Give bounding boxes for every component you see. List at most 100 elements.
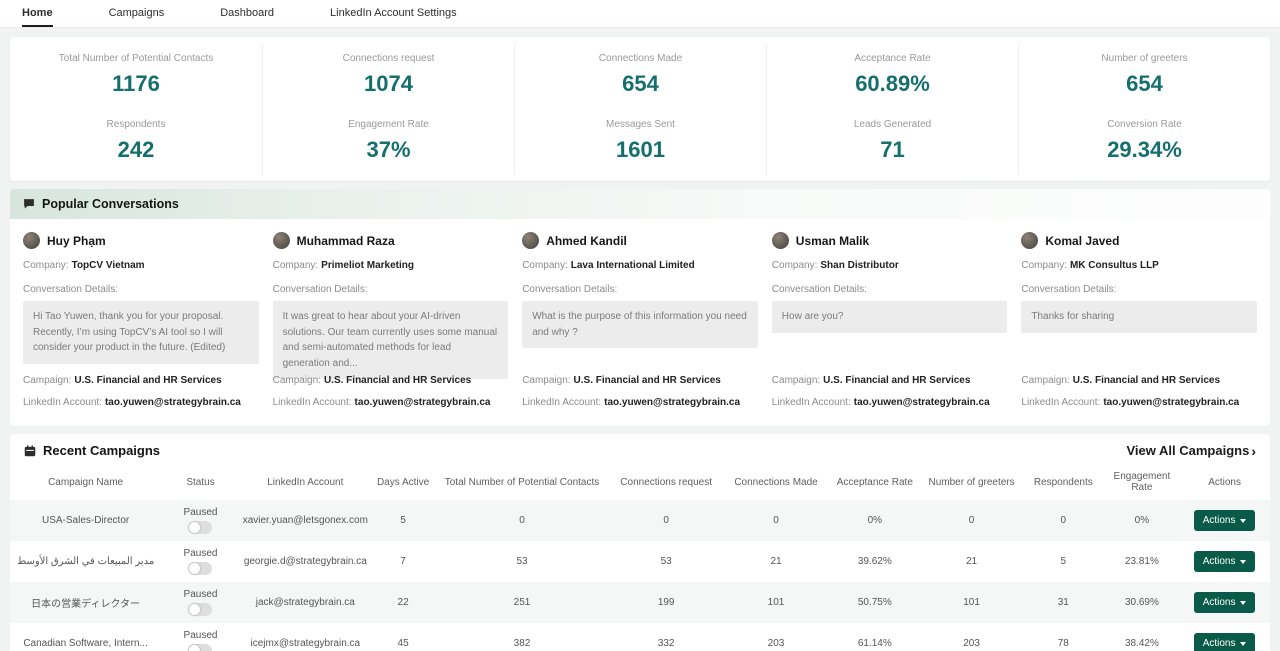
view-all-campaigns-link[interactable]: View All Campaigns › (1127, 443, 1257, 458)
status-toggle[interactable] (188, 562, 213, 575)
status-toggle[interactable] (188, 521, 213, 534)
col-total-potential-contacts: Total Number of Potential Contacts (444, 476, 600, 488)
account-value: tao.yuwen@strategybrain.ca (853, 397, 990, 408)
company-value: Primeliot Marketing (321, 260, 414, 271)
col-respondents: Respondents (1033, 476, 1093, 488)
status-label: Paused (183, 589, 218, 600)
popular-conversations-section: Popular Conversations Huy Phạm Company: T… (10, 189, 1270, 426)
stat-value: 1074 (364, 71, 413, 96)
avatar (272, 232, 290, 249)
days-active-cell: 45 (397, 638, 409, 649)
status-toggle[interactable] (188, 603, 213, 616)
account-label: LinkedIn Account: (1021, 397, 1101, 408)
company-value: MK Consultus LLP (1069, 260, 1159, 271)
conversation-card[interactable]: Huy Phạm Company: TopCV Vietnam Conversat… (23, 232, 259, 408)
nav-item-campaigns[interactable]: Campaigns (108, 6, 165, 19)
campaigns-table: Campaign Name Status LinkedIn Account Da… (10, 464, 1270, 651)
status-cell: Paused (161, 541, 240, 582)
stat-value: 654 (622, 71, 659, 96)
actions-cell: Actions (1179, 582, 1270, 623)
table-row: USA-Sales-Director Paused xavier.yuan@le… (10, 500, 1270, 541)
account-value: tao.yuwen@strategybrain.ca (354, 397, 491, 408)
actions-button[interactable]: Actions (1193, 633, 1256, 651)
engagement-rate-cell: 30.69% (1124, 597, 1159, 608)
contact-name: Huy Phạm (47, 233, 106, 248)
col-linkedin-account: LinkedIn Account (267, 476, 344, 488)
conversation-message: Hi Tao Yuwen, thank you for your proposa… (23, 301, 259, 364)
status-cell: Paused (161, 623, 240, 651)
status-toggle[interactable] (188, 644, 213, 651)
chevron-down-icon (1240, 600, 1247, 605)
campaign-label: Campaign: (1021, 375, 1070, 386)
account-label: LinkedIn Account: (272, 397, 352, 408)
recent-campaigns-section: Recent Campaigns View All Campaigns › Cam… (10, 434, 1270, 651)
details-label: Conversation Details: (522, 284, 618, 295)
conversation-message: It was great to hear about your AI-drive… (272, 301, 509, 379)
conversation-card[interactable]: Ahmed Kandil Company: Lava International … (522, 232, 758, 408)
stat-leads-generated: Leads Generated 71 (766, 109, 1018, 175)
chevron-down-icon (1240, 518, 1247, 523)
avatar (522, 232, 540, 249)
top-nav: Home Campaigns Dashboard LinkedIn Accoun… (0, 0, 1280, 28)
respondents-cell: 31 (1057, 597, 1069, 608)
conversation-message: Thanks for sharing (1021, 301, 1257, 333)
conversation-message: What is the purpose of this information … (522, 301, 758, 348)
chevron-down-icon (1240, 559, 1247, 564)
status-cell: Paused (161, 500, 240, 541)
company-value: TopCV Vietnam (71, 260, 145, 271)
actions-button-label: Actions (1202, 515, 1236, 526)
potential-contacts-cell: 251 (513, 597, 531, 608)
actions-button[interactable]: Actions (1193, 551, 1256, 572)
contact-name: Muhammad Raza (296, 233, 395, 248)
status-cell: Paused (161, 582, 240, 623)
account-value: tao.yuwen@strategybrain.ca (604, 397, 741, 408)
company-label: Company: (1021, 260, 1067, 271)
stat-value: 29.34% (1107, 137, 1182, 162)
account-value: tao.yuwen@strategybrain.ca (1103, 397, 1240, 408)
stat-label: Respondents (106, 119, 166, 130)
avatar (23, 232, 40, 249)
conversation-card[interactable]: Usman Malik Company: Shan Distributor Con… (771, 232, 1008, 408)
connections-made-cell: 203 (767, 638, 785, 649)
actions-button[interactable]: Actions (1193, 510, 1256, 531)
campaign-value: U.S. Financial and HR Services (823, 375, 971, 386)
recent-campaigns-title: Recent Campaigns (43, 443, 161, 458)
nav-item-home[interactable]: Home (22, 0, 53, 27)
chevron-down-icon (1240, 641, 1247, 646)
stat-value: 654 (1126, 71, 1163, 96)
linkedin-account-cell: jack@strategybrain.ca (255, 597, 355, 608)
stat-acceptance-rate: Acceptance Rate 60.89% (766, 43, 1018, 109)
avatar (771, 232, 789, 249)
greeters-cell: 21 (966, 556, 978, 567)
stat-connections-made: Connections Made 654 (514, 43, 766, 109)
stat-label: Connections request (342, 53, 435, 64)
stat-label: Messages Sent (606, 119, 675, 130)
days-active-cell: 22 (397, 597, 409, 608)
col-connections-made: Connections Made (734, 476, 818, 488)
col-campaign-name: Campaign Name (48, 476, 124, 488)
col-actions: Actions (1208, 476, 1241, 488)
table-header-row: Campaign Name Status LinkedIn Account Da… (10, 464, 1270, 500)
respondents-cell: 78 (1057, 638, 1069, 649)
acceptance-rate-cell: 0% (867, 515, 883, 526)
view-all-label: View All Campaigns (1126, 443, 1250, 458)
stat-conversion-rate: Conversion Rate 29.34% (1018, 109, 1270, 175)
campaign-name-cell: 日本の営業ディレクター (31, 599, 141, 610)
nav-item-linkedin-account-settings[interactable]: LinkedIn Account Settings (330, 6, 457, 19)
conversation-card[interactable]: Muhammad Raza Company: Primeliot Marketin… (272, 232, 509, 408)
actions-button[interactable]: Actions (1193, 592, 1256, 613)
actions-button-label: Actions (1202, 638, 1236, 649)
engagement-rate-cell: 0% (1134, 515, 1150, 526)
chevron-right-icon: › (1251, 442, 1256, 459)
linkedin-account-cell: icejmx@strategybrain.ca (250, 638, 361, 649)
campaign-label: Campaign: (522, 375, 571, 386)
acceptance-rate-cell: 61.14% (857, 638, 892, 649)
conversation-card[interactable]: Komal Javed Company: MK Consultus LLP Con… (1021, 232, 1257, 408)
popular-conversations-title: Popular Conversations (42, 197, 179, 211)
stat-connections-request: Connections request 1074 (262, 43, 514, 109)
account-value: tao.yuwen@strategybrain.ca (104, 397, 241, 408)
contact-name: Komal Javed (1045, 233, 1120, 248)
stat-label: Total Number of Potential Contacts (58, 53, 214, 64)
stat-value: 37% (366, 137, 411, 162)
nav-item-dashboard[interactable]: Dashboard (220, 6, 275, 19)
